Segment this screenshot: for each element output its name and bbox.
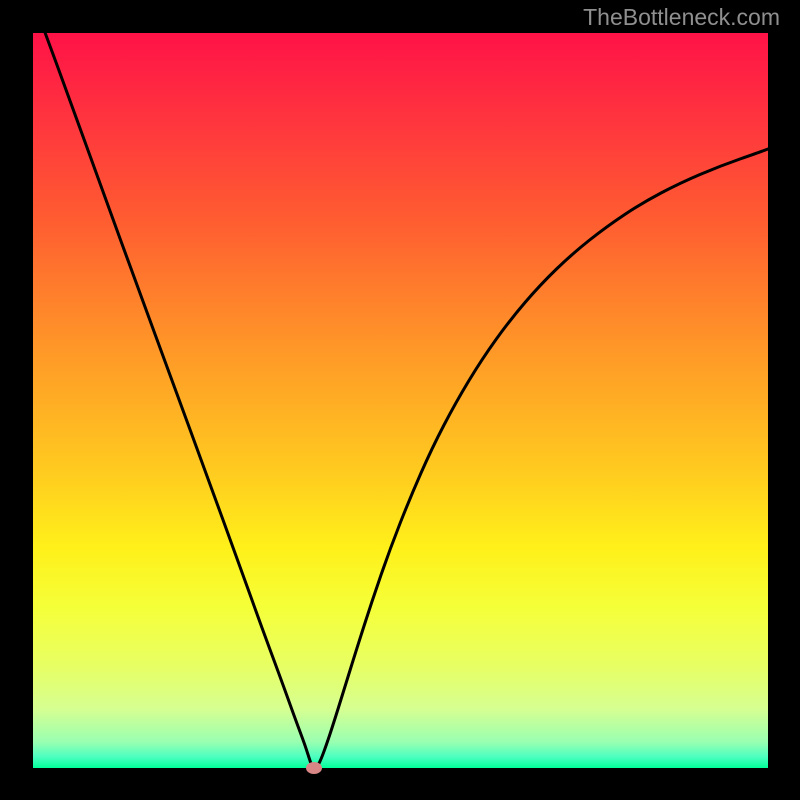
plot-area	[33, 33, 768, 768]
minimum-marker	[306, 762, 322, 774]
bottleneck-curve-chart	[0, 0, 800, 800]
chart-container: TheBottleneck.com	[0, 0, 800, 800]
watermark-label: TheBottleneck.com	[583, 4, 780, 31]
